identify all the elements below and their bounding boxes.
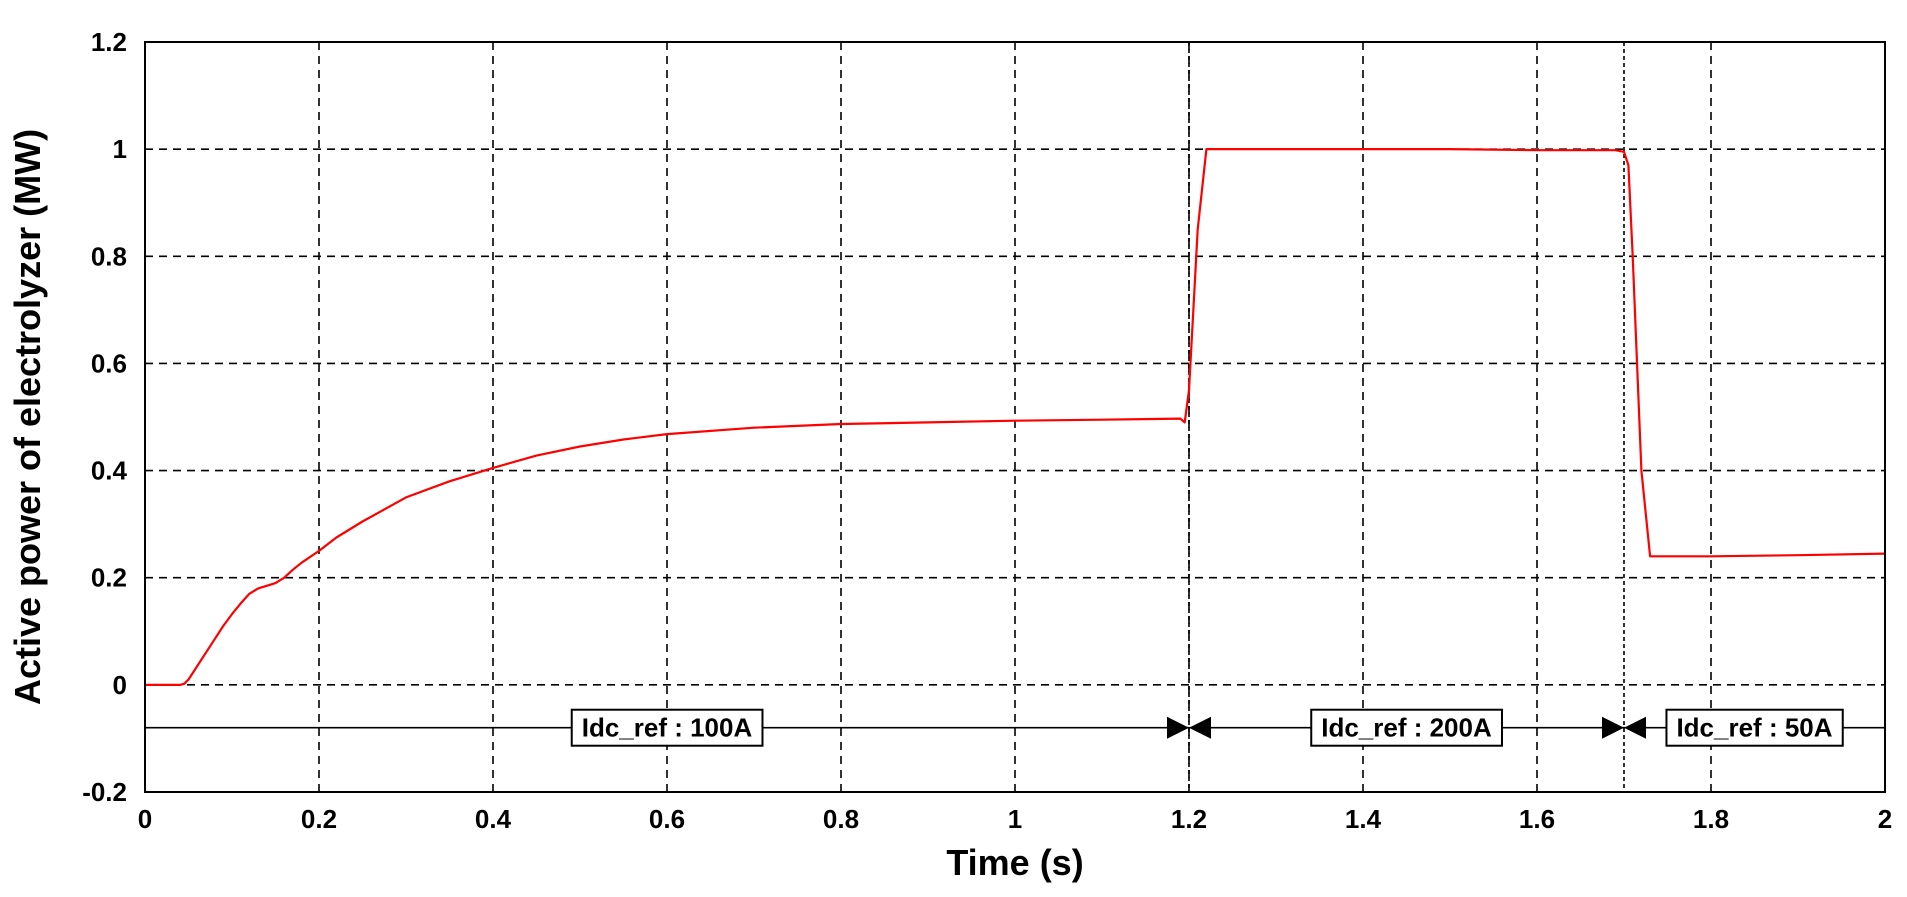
y-axis-title: Active power of electrolyzer (MW) — [7, 129, 48, 705]
y-tick-label: 0.6 — [91, 348, 127, 378]
x-tick-label: 0.2 — [301, 804, 337, 834]
x-tick-label: 0.6 — [649, 804, 685, 834]
plot-frame — [144, 41, 1886, 793]
x-tick-label: 2 — [1878, 804, 1892, 834]
annotation-box — [1665, 708, 1844, 747]
x-tick-label: 1.2 — [1171, 804, 1207, 834]
y-tick-label: 0.8 — [91, 241, 127, 271]
arrowhead-right — [1602, 716, 1624, 739]
x-tick-label: 1.6 — [1519, 804, 1555, 834]
y-tick-label: 0 — [113, 670, 127, 700]
x-axis-title: Time (s) — [946, 842, 1083, 883]
annotation-text: Idc_ref : 100A — [582, 713, 753, 743]
annotation-text: Idc_ref : 200A — [1321, 713, 1492, 743]
series-line — [145, 148, 1886, 687]
y-tick-label: 0.4 — [91, 456, 128, 486]
annotations: Idc_ref : 100A Idc_ref : 200A Idc_ref : 50… — [145, 708, 1885, 747]
arrowhead-right — [1167, 716, 1189, 739]
annotation-box — [570, 708, 764, 747]
x-tick-label: 0 — [138, 804, 152, 834]
event-lines — [1188, 42, 1625, 792]
x-tick-label: 0.4 — [475, 804, 512, 834]
y-tick-labels: -0.2 0 0.2 0.4 0.6 0.8 1 1.2 — [82, 27, 127, 807]
annotation-text: Idc_ref : 50A — [1676, 713, 1832, 743]
annotation-label: Idc_ref : 50A — [1665, 708, 1844, 747]
annotation-label: Idc_ref : 200A — [1310, 708, 1503, 747]
y-tick-label: 1 — [113, 134, 127, 164]
y-tick-label: 0.2 — [91, 563, 127, 593]
x-tick-label: 1.4 — [1345, 804, 1382, 834]
annotation-label: Idc_ref : 100A — [570, 708, 764, 747]
annotation-box — [1310, 708, 1503, 747]
arrowhead-left — [1624, 716, 1646, 739]
y-tick-label: -0.2 — [82, 777, 127, 807]
data-series — [145, 148, 1886, 687]
x-tick-labels: 0 0.2 0.4 0.6 0.8 1 1.2 1.4 1.6 1.8 2 — [138, 804, 1892, 834]
y-tick-label: 1.2 — [91, 27, 127, 57]
x-tick-label: 1.8 — [1693, 804, 1729, 834]
x-tick-label: 0.8 — [823, 804, 859, 834]
arrowhead-left — [1189, 716, 1211, 739]
x-tick-label: 1 — [1008, 804, 1022, 834]
